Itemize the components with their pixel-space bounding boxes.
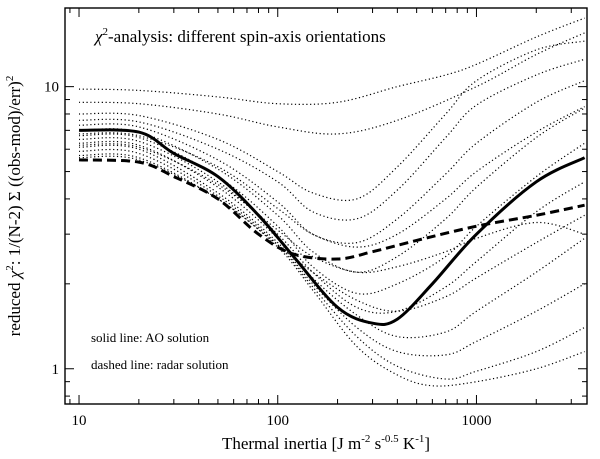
x-tick-label: 100 [266, 413, 289, 429]
series-layer [78, 17, 586, 387]
title-rest: -analysis: different spin-axis orientati… [108, 27, 386, 46]
y-axis-label: reduced χ2: 1/(N-2) Σ ((obs-mod)/err)2 [4, 76, 24, 337]
axis-layer: 10 100 1000 1 10 [44, 8, 587, 429]
annotation-ao: solid line: AO solution [91, 330, 210, 345]
series-line-dotted [78, 140, 585, 339]
series-line-dotted [78, 40, 585, 202]
series-line-ao-solution [78, 128, 586, 326]
series-line-dotted [78, 133, 585, 295]
series-line-dotted [78, 58, 585, 221]
y-tick-label: 10 [44, 80, 59, 96]
title-superscript: 2 [102, 26, 108, 38]
title-chi: χ [93, 27, 103, 46]
annotation-radar: dashed line: radar solution [91, 357, 229, 372]
x-tick-label: 10 [72, 413, 87, 429]
x-axis-label: Thermal inertia [J m-2 s-0.5 K-1] [222, 433, 430, 453]
series-line-dotted [78, 137, 585, 314]
plot-frame [64, 7, 588, 405]
series-line-dotted [78, 106, 585, 248]
series-line-radar-solution [78, 158, 585, 261]
series-line-dotted [78, 153, 585, 387]
x-tick-label: 1000 [461, 413, 491, 429]
series-line-dotted [78, 107, 585, 273]
chart-title: χ2-analysis: different spin-axis orienta… [93, 26, 386, 46]
y-tick-label: 1 [52, 362, 60, 378]
series-line-dotted [78, 80, 585, 244]
